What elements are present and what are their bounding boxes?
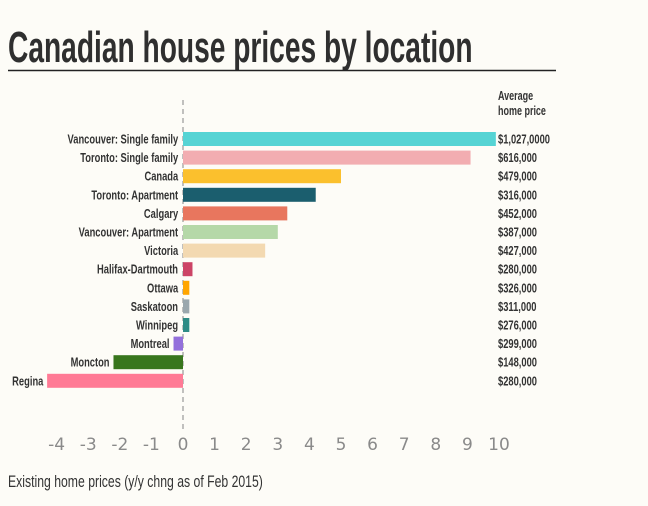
x-tick-label: 7 xyxy=(399,435,410,455)
bar xyxy=(183,243,266,258)
x-tick-label: 0 xyxy=(178,435,189,455)
price-label: $326,000 xyxy=(498,282,537,296)
category-label: Montreal xyxy=(131,338,170,352)
bar xyxy=(183,299,190,314)
category-label: Halifax-Dartmouth xyxy=(97,263,178,277)
bar xyxy=(183,262,193,277)
category-label: Canada xyxy=(144,170,178,184)
price-label: $276,000 xyxy=(498,319,537,333)
x-tick-label: 9 xyxy=(462,435,473,455)
x-tick-label: -4 xyxy=(48,435,65,455)
price-label: $280,000 xyxy=(498,375,537,389)
x-tick-label: 2 xyxy=(241,435,252,455)
price-label: $148,000 xyxy=(498,356,537,370)
price-label: $452,000 xyxy=(498,208,537,222)
price-label: $616,000 xyxy=(498,152,537,166)
value-header: Average home price xyxy=(498,90,546,119)
x-tick-label: -2 xyxy=(111,435,128,455)
category-label: Victoria xyxy=(144,245,179,259)
x-tick-label: 4 xyxy=(304,435,315,455)
price-label: $299,000 xyxy=(498,338,537,352)
category-label: Moncton xyxy=(71,356,110,370)
price-label: $479,000 xyxy=(498,170,537,184)
bar xyxy=(47,373,184,388)
price-label: $316,000 xyxy=(498,189,537,203)
price-label: $1,027,0000 xyxy=(498,133,550,147)
bar xyxy=(183,187,316,202)
price-label: $280,000 xyxy=(498,263,537,277)
bar xyxy=(183,169,341,184)
x-tick-label: 8 xyxy=(430,435,441,455)
category-label: Calgary xyxy=(144,208,179,222)
x-tick-label: 1 xyxy=(209,435,220,455)
bar xyxy=(183,318,190,332)
x-tick-label: 5 xyxy=(336,435,347,455)
x-tick-label: 3 xyxy=(272,435,283,455)
x-tick-label: 10 xyxy=(488,435,510,455)
category-label: Saskatoon xyxy=(131,301,178,315)
category-label: Vancouver: Apartment xyxy=(79,226,179,240)
chart-title: Canadian house prices by location xyxy=(8,23,473,72)
category-label: Regina xyxy=(12,375,44,389)
bar xyxy=(173,336,183,351)
price-label: $427,000 xyxy=(498,245,537,259)
x-tick-label: -1 xyxy=(143,435,160,455)
x-tick-label: 6 xyxy=(367,435,378,455)
category-label: Winnipeg xyxy=(136,319,178,333)
x-tick-label: -3 xyxy=(80,435,97,455)
bar xyxy=(113,355,183,370)
category-label: Toronto: Apartment xyxy=(91,189,178,203)
bar xyxy=(183,280,190,295)
category-label: Toronto: Single family xyxy=(80,152,179,166)
bar xyxy=(183,132,496,146)
bar xyxy=(183,150,471,165)
category-label: Ottawa xyxy=(147,282,179,296)
price-label: $311,000 xyxy=(498,301,536,315)
bar xyxy=(183,206,288,221)
bar xyxy=(183,225,278,239)
price-label: $387,000 xyxy=(498,226,537,240)
category-label: Vancouver: Single family xyxy=(68,133,179,147)
x-axis-label: Existing home prices (y/y chng as of Feb… xyxy=(8,473,263,491)
